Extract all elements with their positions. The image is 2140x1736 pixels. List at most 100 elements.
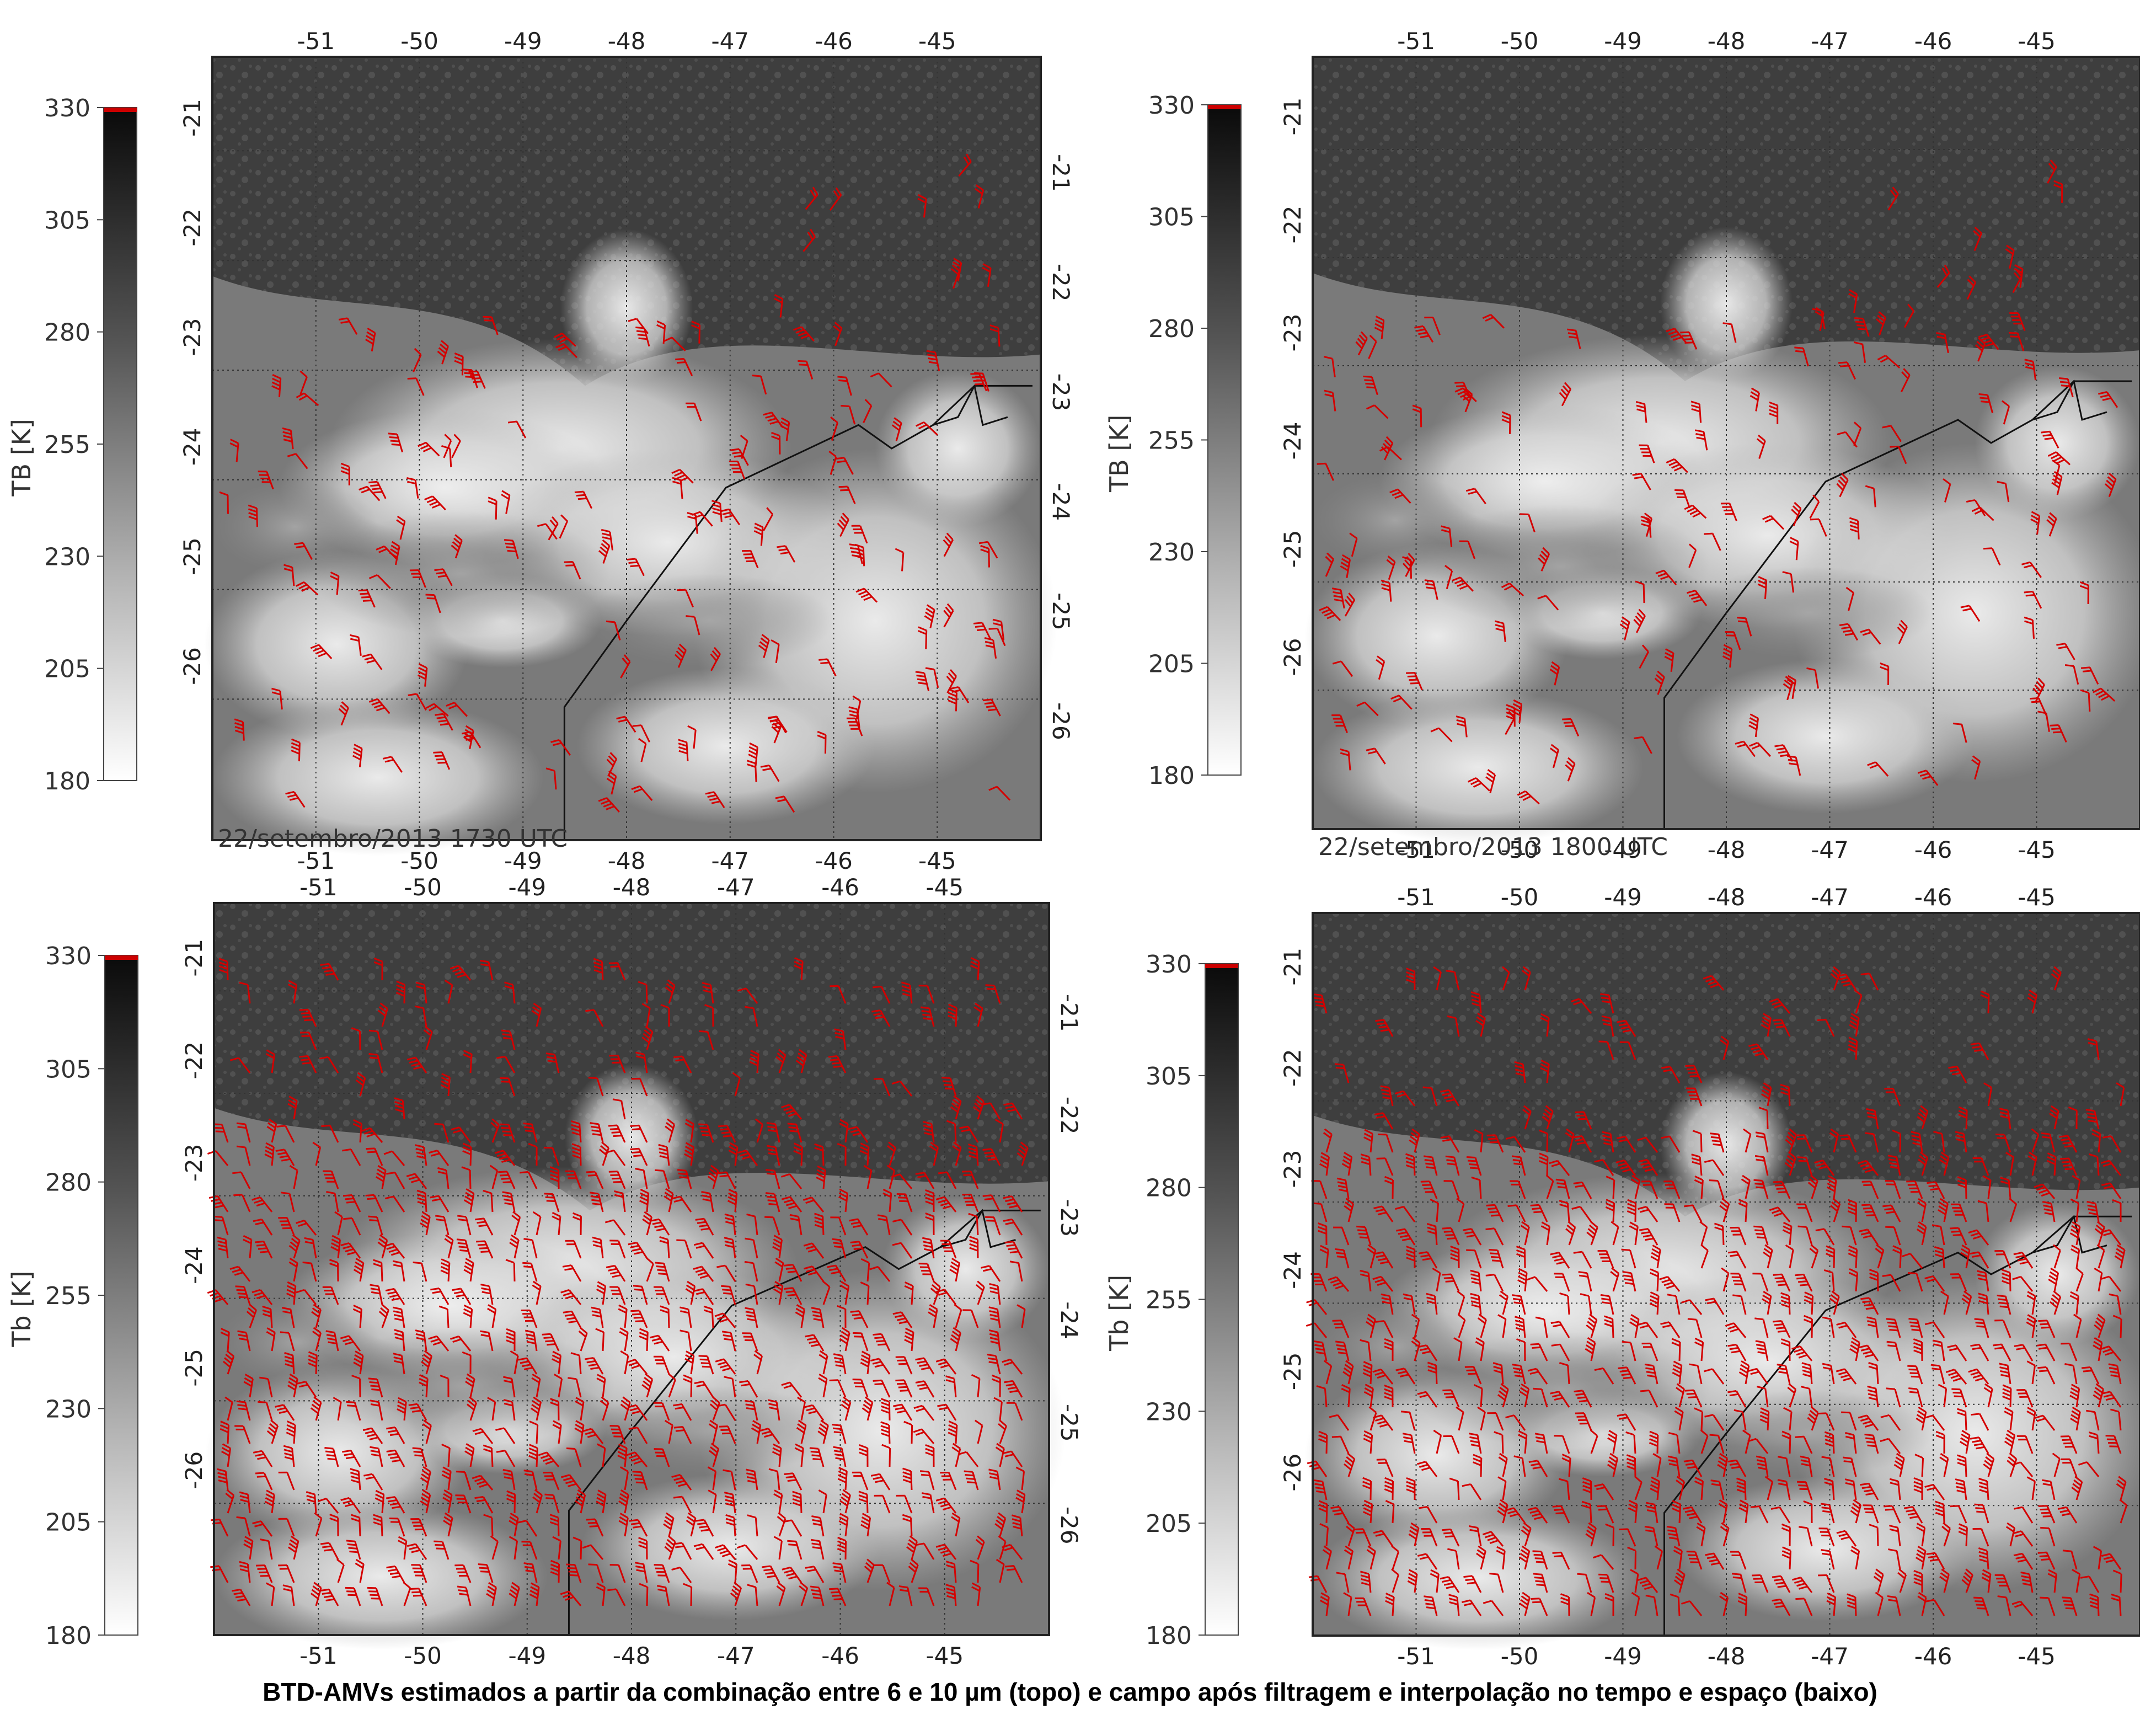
wind-barb <box>429 1150 450 1166</box>
wind-barb <box>296 1289 317 1305</box>
wind-barb <box>443 434 452 458</box>
wind-barb <box>224 1396 233 1421</box>
wind-barb <box>601 528 613 551</box>
wind-barb <box>278 1216 295 1236</box>
wind-barb <box>415 1144 427 1166</box>
wind-barb <box>430 1287 450 1305</box>
wind-barb <box>822 1280 831 1305</box>
colorbar-max-marker <box>105 955 138 960</box>
wind-barb <box>338 317 358 335</box>
wind-barb <box>699 1030 714 1050</box>
wind-barb <box>746 1213 758 1236</box>
wind-barb <box>684 1119 694 1143</box>
wind-barb <box>774 1257 784 1282</box>
wind-barb <box>595 1328 604 1352</box>
colorbar-tick-label: 230 <box>44 543 90 571</box>
wind-barb <box>950 1095 962 1120</box>
wind-barb <box>698 1355 714 1375</box>
wind-barb <box>575 1397 585 1421</box>
wind-barb <box>985 984 1001 1004</box>
wind-barb <box>860 1350 871 1375</box>
wind-barb <box>683 1374 693 1398</box>
wind-barb <box>877 1214 891 1236</box>
wind-barb <box>925 1212 935 1236</box>
wind-barb <box>985 1216 1001 1236</box>
wind-barb <box>627 1404 648 1421</box>
wind-barb <box>917 194 927 218</box>
wind-barb <box>752 375 767 395</box>
wind-barb <box>991 1374 1001 1398</box>
wind-barb <box>687 725 697 749</box>
timestamp: 22/setembro/2013 1730 UTC <box>218 825 568 853</box>
wind-barb <box>1403 553 1415 577</box>
wind-barb <box>677 1169 692 1189</box>
longitude-labels: -51 -51 -50 -50 -49 -49 -48 -48 -47 -47 -46 -46 -45 -… <box>1397 28 2056 863</box>
wind-barb <box>1854 317 1870 337</box>
wind-barb <box>628 318 649 334</box>
wind-barb <box>1452 576 1474 592</box>
wind-barb <box>308 1351 318 1375</box>
wind-barb <box>545 767 557 790</box>
wind-barb <box>805 1334 825 1352</box>
colorbar-tick-label: 280 <box>44 319 90 347</box>
wind-barb <box>950 264 960 289</box>
wind-barb <box>434 1123 450 1143</box>
wind-barb <box>609 1240 626 1259</box>
wind-barb <box>537 523 558 540</box>
lon-tick-label: -50 <box>1501 28 1539 55</box>
lon-tick-label: -51 <box>1397 28 1435 55</box>
wind-barb <box>1748 713 1759 738</box>
lon-tick-label: -47 <box>717 1642 755 1669</box>
wind-barb <box>718 1171 736 1189</box>
wind-barb <box>220 1328 230 1352</box>
wind-barb <box>1876 311 1887 336</box>
wind-barb <box>2021 561 2042 578</box>
wind-barb <box>691 321 701 344</box>
wind-barb <box>299 370 308 395</box>
wind-barb <box>368 1029 383 1050</box>
wind-barb <box>816 1165 826 1189</box>
wind-barb <box>444 979 453 1004</box>
wind-barb <box>1973 226 1982 252</box>
wind-barb <box>480 1284 494 1305</box>
wind-barb <box>386 1172 405 1189</box>
wind-barb <box>1655 569 1677 586</box>
lon-tick-label: -51 <box>1397 836 1435 863</box>
wind-barb <box>310 1396 322 1421</box>
wind-barb <box>1806 667 1819 689</box>
wind-barb <box>604 1219 626 1236</box>
wind-barb <box>687 512 698 534</box>
wind-barb <box>289 1165 298 1189</box>
wind-barb <box>1379 446 1402 461</box>
wind-barb <box>753 1350 763 1375</box>
wind-barb <box>849 1218 869 1236</box>
wind-barb <box>276 1125 295 1143</box>
wind-barb <box>414 1005 427 1027</box>
wind-barb <box>2024 359 2037 381</box>
wind-barb <box>1639 444 1655 463</box>
wind-barb <box>271 687 283 710</box>
lon-tick-label: -48 <box>1708 28 1746 55</box>
wind-barb <box>1725 631 1741 650</box>
wind-barb <box>333 1397 342 1421</box>
wind-barb <box>635 1168 648 1189</box>
panel-top-left: -51 -51 -50 -50 -49 -49 -48 -48 -47 -47 -46 -46 -45 -… <box>7 28 1074 874</box>
wind-barb <box>915 671 930 692</box>
wind-barb <box>935 1196 957 1212</box>
wind-barb <box>296 1219 317 1236</box>
boundary-line <box>2031 380 2107 421</box>
wind-barb <box>851 525 868 544</box>
wind-barb <box>850 1310 869 1328</box>
wind-barb <box>671 1195 692 1212</box>
lat-tick-label: -24 <box>1279 1251 1306 1289</box>
wind-barb <box>618 1304 628 1328</box>
lat-tick-label: -26 <box>179 647 206 685</box>
wind-barb <box>1537 595 1559 611</box>
wind-barb <box>1368 334 1377 359</box>
wind-barb <box>258 471 274 490</box>
wind-barb <box>252 1289 273 1305</box>
wind-barb <box>860 1258 870 1282</box>
wind-barb <box>592 1236 604 1259</box>
wind-barb <box>1890 445 1907 464</box>
